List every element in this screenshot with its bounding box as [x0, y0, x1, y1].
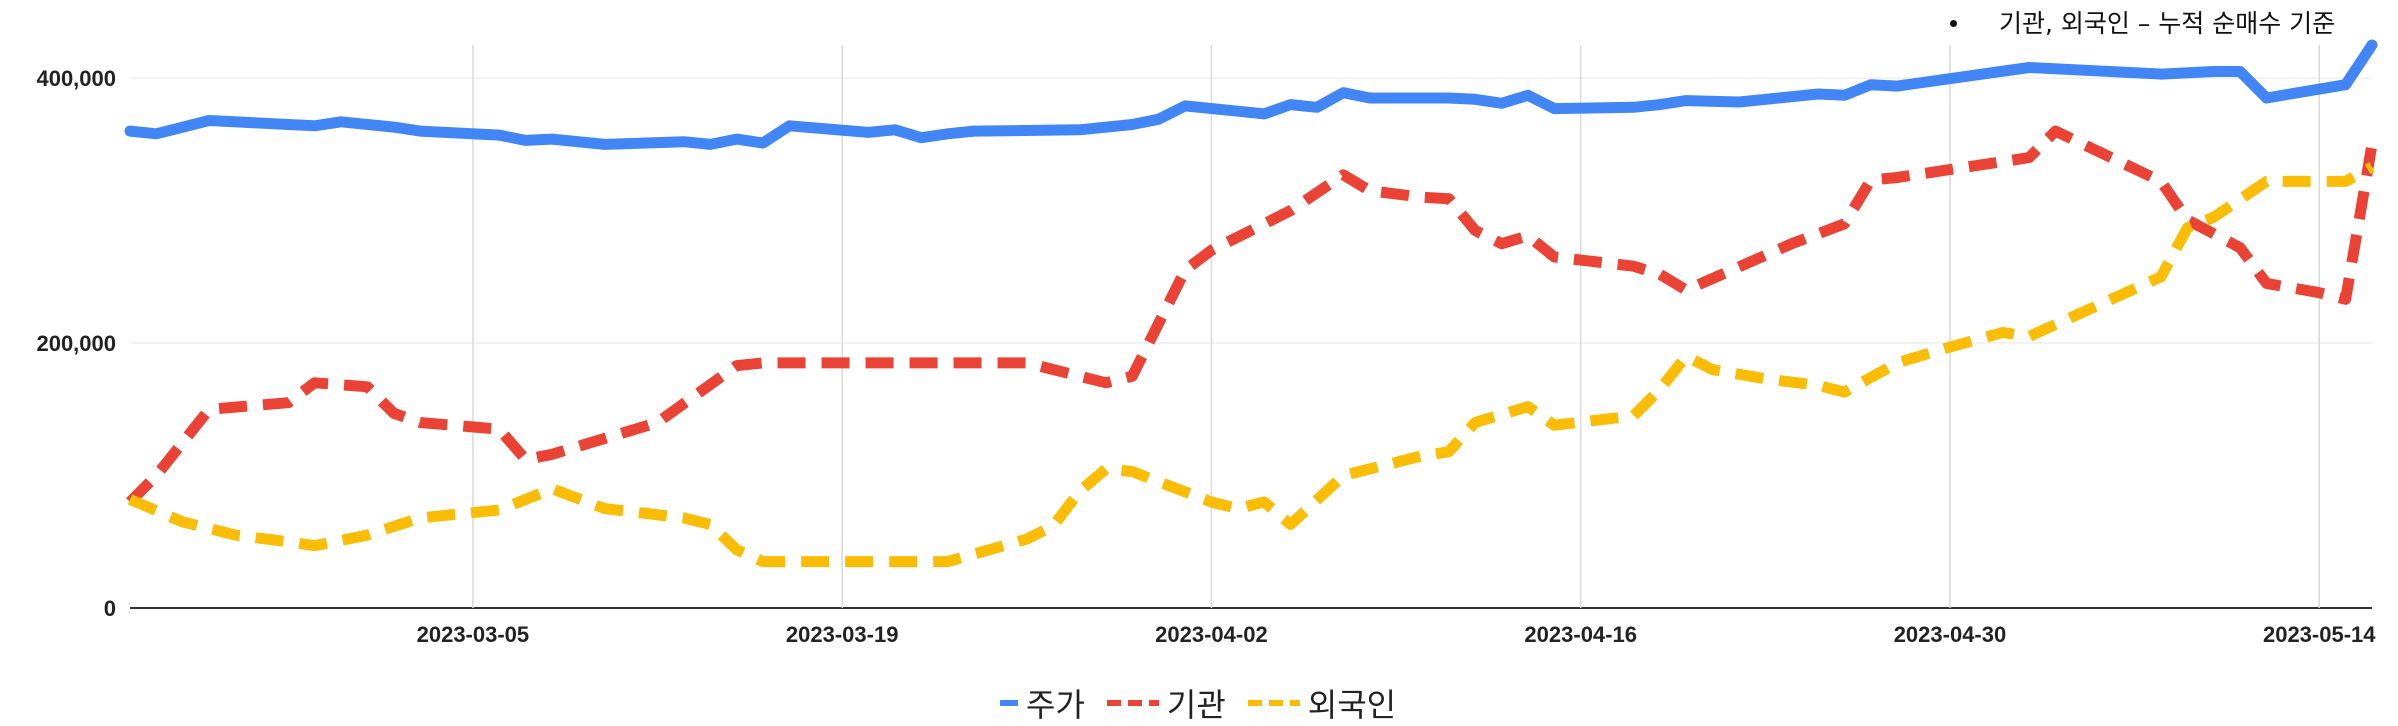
series-line-기관 [126, 125, 2378, 506]
x-tick-label: 2023-04-30 [1894, 622, 2007, 647]
legend-label: 주가 [1026, 686, 1085, 724]
y-tick-label: 400,000 [36, 66, 116, 91]
y-axis: 0 200,000 400,000 [36, 66, 116, 621]
series-line-주가 [124, 39, 2378, 150]
legend-swatch [1247, 700, 1300, 706]
legend-item: 기관 [1106, 680, 1226, 726]
x-tick-label: 2023-03-05 [417, 622, 530, 647]
series-line-외국인 [127, 162, 2375, 568]
x-tick-label: 2023-05-14 [2263, 622, 2376, 647]
legend-item: 외국인 [1247, 680, 1397, 726]
series-lines [124, 39, 2378, 568]
legend: 주가 기관 외국인 [1000, 680, 1418, 726]
chart-note: 기관, 외국인 – 누적 순매수 기준 [1950, 4, 2335, 40]
legend-swatch [1106, 700, 1159, 706]
x-tick-label: 2023-04-16 [1524, 622, 1637, 647]
x-tick-label: 2023-03-19 [786, 622, 899, 647]
legend-item: 주가 [1000, 680, 1085, 726]
y-tick-label: 0 [104, 596, 116, 621]
bullet-icon [1950, 19, 1957, 27]
legend-label: 외국인 [1307, 686, 1397, 724]
legend-label: 기관 [1166, 686, 1226, 724]
x-tick-label: 2023-04-02 [1155, 622, 1268, 647]
note-text: 기관, 외국인 – 누적 순매수 기준 [1999, 9, 2336, 38]
x-axis: 2023-03-05 2023-03-19 2023-04-02 2023-04-16… [417, 622, 2377, 647]
y-tick-label: 200,000 [36, 331, 116, 356]
grid-lines [130, 45, 2372, 609]
legend-swatch [1000, 700, 1018, 706]
